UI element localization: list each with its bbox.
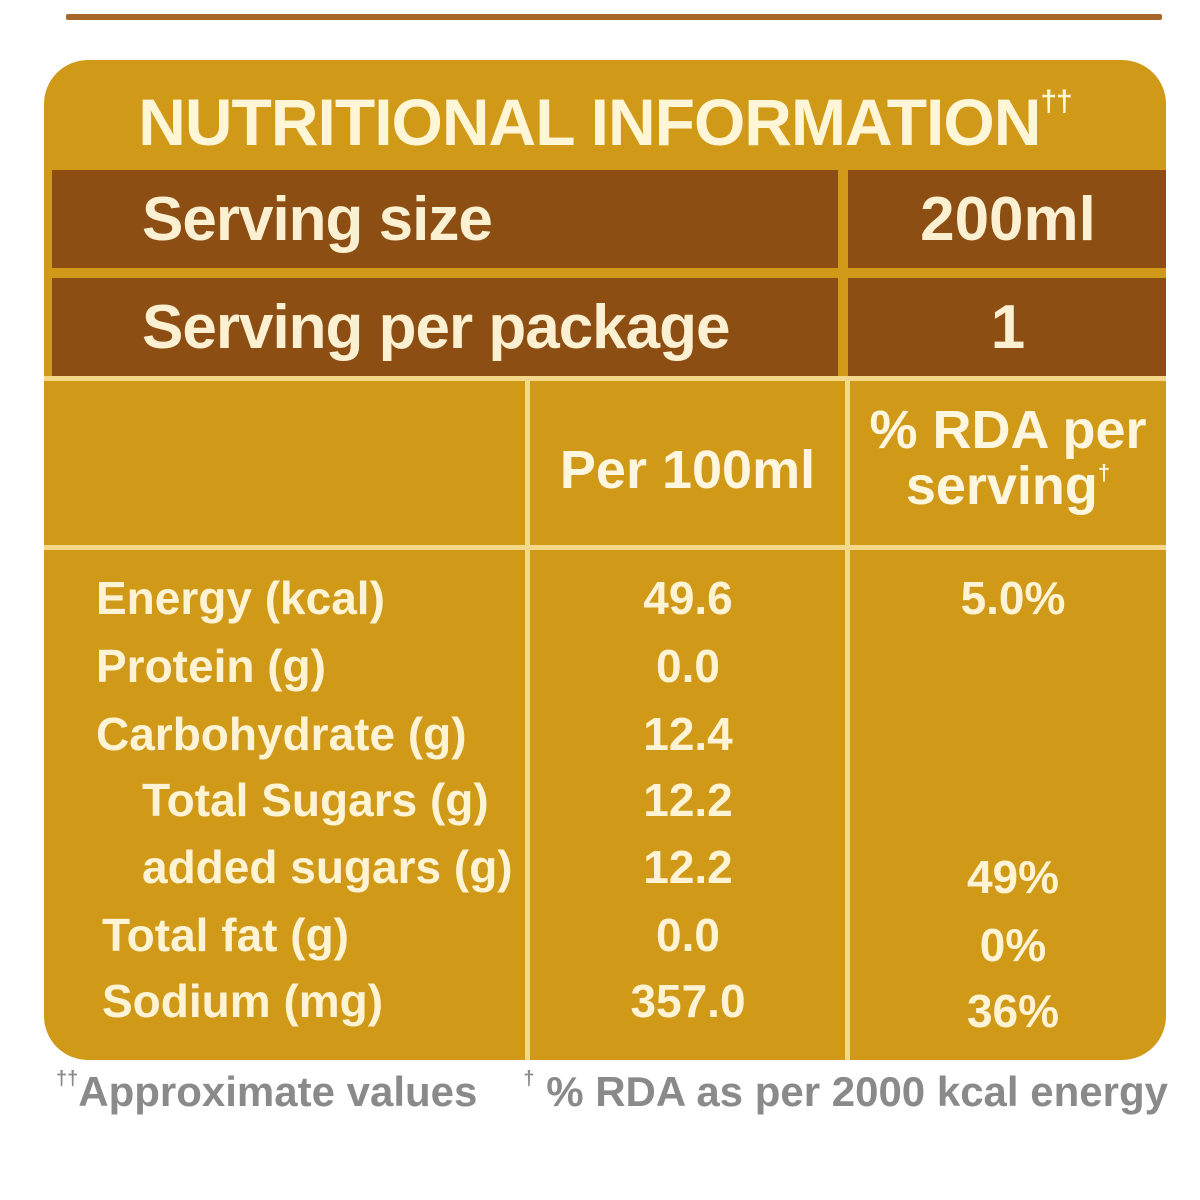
nutrient-per-100ml: 0.0	[656, 909, 720, 961]
nutrient-per-100ml: 49.6	[643, 572, 733, 624]
rda-footnote-mark: †	[1097, 460, 1111, 485]
nutrient-label: added sugars (g)	[142, 841, 513, 893]
header-bottom-rule	[44, 545, 1166, 550]
nutrient-rda: 5.0%	[960, 572, 1066, 624]
column-header-rda: % RDA per serving†	[850, 378, 1166, 538]
approx-footnote-mark: ††	[56, 1068, 79, 1090]
nutrient-label: Carbohydrate (g)	[96, 708, 467, 760]
column-header-per-100ml-text: Per 100ml	[559, 440, 816, 500]
nutrient-row-added-sugars: added sugars (g) 12.2 49%	[44, 834, 1166, 903]
column-divider-right	[845, 376, 850, 1060]
serving-size-label: Serving size	[142, 184, 493, 254]
servings-per-package-value: 1	[990, 292, 1026, 362]
column-divider-left	[525, 376, 530, 1060]
top-rows-column-divider	[838, 170, 848, 376]
column-header-per-100ml: Per 100ml	[530, 390, 845, 550]
serving-size-row: Serving size 200ml	[52, 170, 1166, 268]
nutrient-row-total-sugars: Total Sugars (g) 12.2	[44, 767, 1166, 833]
nutrient-per-100ml: 0.0	[656, 640, 720, 692]
nutrient-label: Sodium (mg)	[102, 975, 384, 1027]
top-divider	[66, 14, 1162, 20]
nutrition-panel: NUTRITIONAL INFORMATION†† Serving size 2…	[44, 60, 1166, 1060]
nutrient-rda: 36%	[966, 985, 1060, 1037]
nutrient-row-carbohydrate: Carbohydrate (g) 12.4	[44, 701, 1166, 767]
servings-per-package-label: Serving per package	[142, 292, 730, 362]
header-top-rule	[44, 376, 1166, 381]
panel-title: NUTRITIONAL INFORMATION††	[44, 72, 1166, 172]
panel-title-text: NUTRITIONAL INFORMATION	[138, 85, 1041, 159]
title-footnote-mark: ††	[1040, 85, 1072, 118]
rda-basis-footnote-mark: †	[523, 1068, 535, 1090]
approx-footnote-text: Approximate values	[78, 1068, 478, 1115]
nutrient-per-100ml: 12.2	[643, 774, 733, 826]
servings-per-package-row: Serving per package 1	[52, 278, 1166, 376]
column-header-rda-line2: serving	[905, 456, 1098, 516]
nutrient-label: Energy (kcal)	[96, 572, 385, 624]
nutrient-label: Total fat (g)	[102, 909, 349, 961]
nutrient-row-total-fat: Total fat (g) 0.0 0%	[44, 902, 1166, 971]
nutrient-label: Protein (g)	[96, 640, 326, 692]
nutrient-per-100ml: 357.0	[630, 975, 746, 1027]
nutrient-rda: 49%	[966, 851, 1060, 903]
footnotes: ††Approximate values † % RDA as per 2000 …	[56, 1062, 1176, 1122]
nutrient-per-100ml: 12.4	[643, 708, 733, 760]
nutrient-label: Total Sugars (g)	[142, 774, 489, 826]
nutrient-row-protein: Protein (g) 0.0	[44, 633, 1166, 699]
serving-size-value: 200ml	[920, 184, 1096, 254]
rda-basis-footnote-text: % RDA as per 2000 kcal energy	[534, 1068, 1168, 1115]
nutrient-row-energy: Energy (kcal) 49.6 5.0%	[44, 565, 1166, 631]
nutrient-row-sodium: Sodium (mg) 357.0 36%	[44, 968, 1166, 1037]
nutrient-rda: 0%	[979, 919, 1047, 971]
nutrient-per-100ml: 12.2	[643, 841, 733, 893]
column-header-rda-line1: % RDA per	[869, 400, 1147, 460]
